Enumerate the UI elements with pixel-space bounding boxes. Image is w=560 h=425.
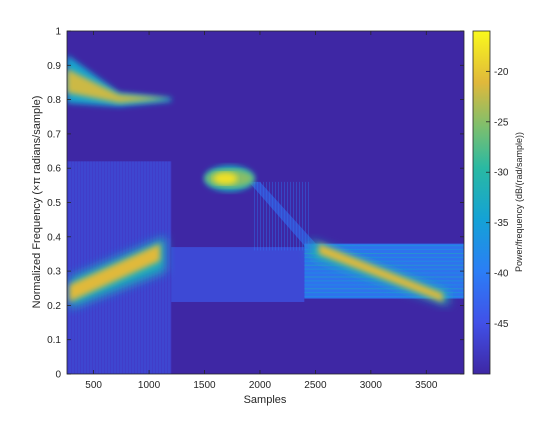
y-tick-label: 0.6 — [47, 164, 61, 175]
noise-band-mid — [171, 247, 305, 302]
y-tick-label: 0.1 — [47, 335, 61, 346]
x-tick-label: 500 — [85, 380, 102, 391]
y-tick-label: 0.5 — [47, 198, 61, 209]
x-axis-ticks: 500 1000 1500 2000 2500 3000 3500 — [85, 31, 438, 391]
y-tick-label: 0.2 — [47, 301, 61, 312]
y-tick-label: 0 — [55, 370, 61, 381]
burst-core — [213, 172, 238, 185]
y-tick-label: 1 — [55, 27, 61, 38]
x-axis-label: Samples — [244, 394, 287, 406]
x-tick-label: 3500 — [415, 380, 438, 391]
colorbar-label: Power/frequency (dB/(rad/sample)) — [514, 132, 524, 272]
heatmap-layer — [67, 55, 464, 374]
x-tick-label: 1500 — [193, 380, 216, 391]
x-tick-label: 3000 — [360, 380, 383, 391]
x-tick-label: 2500 — [304, 380, 327, 391]
colorbar-tick-label: -45 — [494, 319, 509, 330]
colorbar-tick-label: -35 — [494, 218, 509, 229]
colorbar-tick-label: -30 — [494, 168, 509, 179]
colorbar — [472, 30, 491, 375]
colorbar-tick-label: -20 — [494, 67, 509, 78]
x-tick-label: 2000 — [249, 380, 272, 391]
y-axis-label: Normalized Frequency (×π radians/sample) — [31, 96, 43, 309]
colorbar-tick-label: -25 — [494, 117, 509, 128]
y-axis-ticks: 0 0.1 0.2 0.3 0.4 0.5 0.6 0.7 0.8 0.9 1 — [47, 27, 464, 381]
colorbar-tick-label: -40 — [494, 269, 509, 280]
y-tick-label: 0.8 — [47, 95, 61, 106]
x-tick-label: 1000 — [138, 380, 161, 391]
colorbar-ticks: -45 -40 -35 -30 -25 -20 — [486, 67, 509, 330]
burst-trail — [248, 181, 323, 251]
falling-chirp-core — [318, 243, 443, 302]
y-tick-label: 0.9 — [47, 61, 61, 72]
tone-core — [67, 68, 172, 104]
rising-chirp-core — [69, 243, 161, 302]
y-tick-label: 0.7 — [47, 129, 61, 140]
y-tick-label: 0.3 — [47, 267, 61, 278]
y-tick-label: 0.4 — [47, 232, 61, 243]
